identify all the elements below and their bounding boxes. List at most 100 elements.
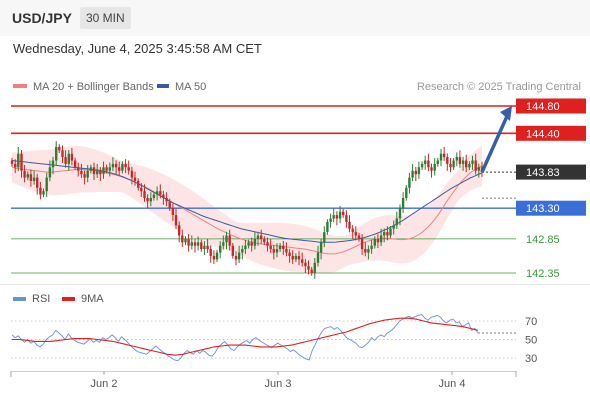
- candle-body: [461, 160, 465, 164]
- candle-body: [474, 160, 477, 171]
- rsi-ma-legend-swatch: [62, 297, 75, 301]
- candle: [373, 236, 376, 249]
- candle-body: [392, 225, 395, 229]
- candle-body: [471, 160, 474, 164]
- candle-body: [200, 242, 203, 250]
- candle: [351, 224, 354, 239]
- candle-body: [335, 215, 339, 219]
- candle: [452, 157, 455, 171]
- candle: [102, 161, 105, 179]
- candle: [67, 150, 70, 171]
- candle-body: [92, 167, 96, 175]
- candle: [468, 161, 471, 171]
- candle: [316, 245, 320, 267]
- forecast-arrow: [480, 106, 512, 173]
- candle: [332, 208, 335, 223]
- level-label: 144.80: [526, 101, 560, 113]
- candle-body: [124, 163, 127, 168]
- candle-body: [146, 198, 149, 202]
- ma20-legend-swatch: [13, 84, 27, 88]
- candle: [222, 235, 225, 250]
- header-bar: USD/JPY 30 MIN: [0, 0, 590, 36]
- candle: [26, 171, 29, 181]
- candle: [17, 146, 20, 172]
- candle-body: [294, 256, 298, 260]
- candle: [143, 184, 146, 202]
- candle-body: [357, 235, 361, 239]
- candle-body: [48, 167, 52, 178]
- candle: [436, 157, 439, 167]
- candle-body: [237, 252, 241, 260]
- candle: [461, 156, 465, 171]
- level-label: 142.35: [526, 268, 560, 280]
- candle: [105, 164, 108, 174]
- candle-body: [105, 167, 108, 171]
- candle-body: [127, 167, 130, 171]
- instrument-title: USD/JPY: [12, 10, 72, 26]
- candle: [168, 198, 171, 211]
- candle-body: [137, 181, 140, 188]
- candle-body: [89, 167, 93, 171]
- candle: [272, 245, 275, 260]
- candle: [10, 157, 14, 167]
- candle-body: [401, 198, 405, 209]
- candle-body: [304, 262, 307, 267]
- candle: [354, 226, 357, 241]
- candle-body: [209, 249, 212, 256]
- datetime-label: Wednesday, June 4, 2025 3:45:58 AM CET: [13, 41, 262, 56]
- candle-body: [140, 187, 143, 192]
- candle-body: [133, 177, 137, 181]
- candle: [446, 153, 449, 171]
- candle: [307, 260, 310, 275]
- candle-body: [111, 163, 115, 168]
- rsi-legend-swatch: [13, 297, 26, 301]
- candle-body: [20, 153, 23, 171]
- candle-body: [26, 174, 29, 178]
- candle: [36, 173, 39, 195]
- candle-body: [80, 170, 83, 175]
- candle-body: [130, 170, 134, 178]
- level-label: 142.85: [526, 234, 560, 246]
- price-levels: [11, 105, 516, 274]
- candle: [133, 171, 137, 186]
- x-tick-label: Jun 3: [265, 378, 292, 390]
- candle-body: [155, 191, 159, 195]
- candle-body: [282, 245, 285, 250]
- candle: [304, 259, 307, 273]
- ma50-legend-label: MA 50: [175, 81, 206, 93]
- level-label: 144.40: [526, 128, 560, 140]
- candle: [323, 226, 326, 248]
- candle: [51, 156, 55, 175]
- candle-body: [455, 157, 458, 161]
- timeframe-badge[interactable]: 30 MIN: [80, 7, 131, 29]
- candle: [61, 145, 64, 163]
- candle-body: [190, 242, 193, 246]
- candle: [247, 239, 250, 249]
- candle: [219, 241, 222, 259]
- candle: [64, 150, 67, 168]
- ma20-legend-label: MA 20 + Bollinger Bands: [33, 81, 154, 93]
- candle: [364, 242, 367, 257]
- candle-body: [326, 221, 329, 233]
- candle-body: [70, 153, 74, 161]
- candle-body: [23, 170, 26, 178]
- candle: [228, 229, 231, 251]
- candle-body: [398, 208, 402, 219]
- candle: [23, 165, 26, 183]
- candle: [253, 232, 257, 250]
- candle-body: [411, 170, 414, 178]
- candle: [187, 234, 190, 252]
- candle-body: [152, 194, 156, 198]
- candle-body: [269, 245, 272, 250]
- candle: [398, 204, 402, 226]
- candle-body: [118, 167, 121, 171]
- candle: [174, 208, 178, 229]
- candle-body: [165, 198, 168, 202]
- candle-body: [250, 242, 253, 246]
- candle: [442, 146, 446, 161]
- candle: [111, 157, 115, 172]
- candle-body: [452, 160, 455, 168]
- candle-body: [345, 215, 348, 222]
- candle-body: [143, 191, 146, 198]
- candle: [162, 190, 165, 205]
